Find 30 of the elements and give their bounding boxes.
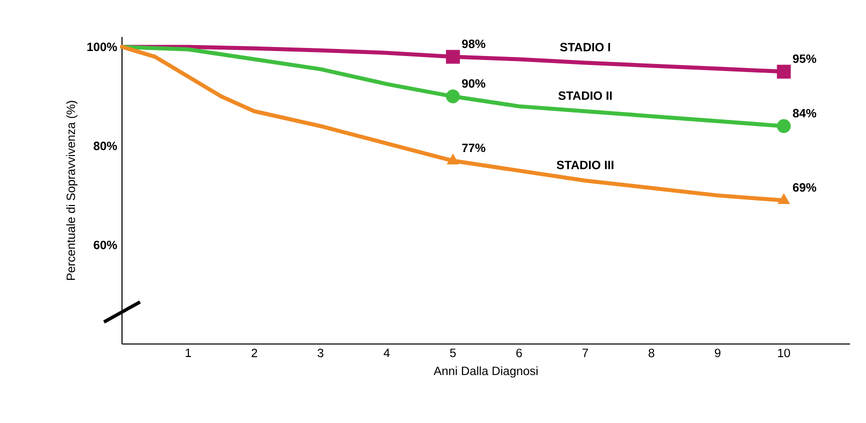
y-tick-label: 100% [87,42,117,52]
point [446,89,460,104]
x-tick-label: 6 [516,348,522,358]
point [446,50,460,64]
x-tick-label: 8 [648,348,654,358]
x-axis-title: Anni Dalla Diagnosi [434,366,538,378]
series-label: STADIO III [556,160,614,170]
point [776,119,791,134]
y-tick-label: 80% [94,142,117,150]
point [446,154,459,164]
data-label: 90% [462,79,486,88]
x-tick-label: 4 [384,348,390,357]
x-tick-label: 3 [318,348,324,358]
x-tick-label: 7 [582,348,588,357]
data-label: 95% [792,54,816,63]
x-tick-label: 5 [450,348,456,358]
x-tick-label: 9 [714,348,720,358]
series-label: STADIO I [560,42,610,52]
x-tick-label: 1 [186,348,191,357]
point [776,64,791,79]
x-tick-label: 2 [252,348,258,358]
point [778,193,790,204]
data-label: 98% [462,40,486,48]
y-tick-label: 60% [94,240,117,250]
data-label: 84% [792,108,816,118]
data-label: 77% [462,144,486,152]
series-label: STADIO II [558,91,612,100]
x-tick-label: 10 [778,348,790,358]
y-axis-title: Percentuale di Sopravvivenza (%) [66,100,78,280]
data-label: 69% [792,183,816,192]
